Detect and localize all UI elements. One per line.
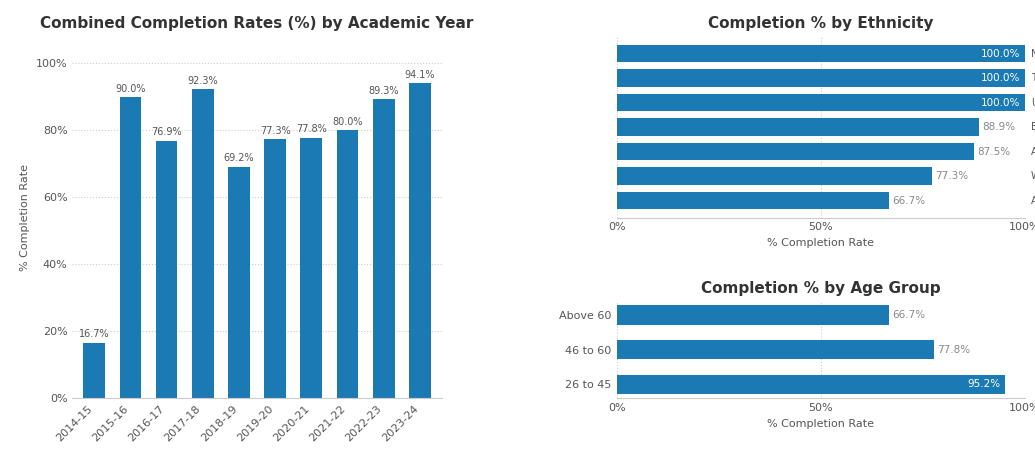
Text: 100.0%: 100.0% [981,73,1021,83]
Bar [336,131,358,398]
Bar [617,340,934,360]
Text: 77.3%: 77.3% [936,171,969,181]
Text: 69.2%: 69.2% [224,153,255,164]
Text: 95.2%: 95.2% [968,380,1001,389]
Text: 87.5%: 87.5% [977,147,1010,157]
Bar [617,118,979,136]
Bar [264,140,286,398]
Text: White: White [1031,171,1035,181]
Y-axis label: % Completion Rate: % Completion Rate [21,164,30,271]
Bar [617,305,889,325]
Text: 88.9%: 88.9% [982,122,1015,132]
Bar [155,141,177,398]
X-axis label: % Completion Rate: % Completion Rate [767,238,875,248]
Text: 77.3%: 77.3% [260,126,291,136]
Text: 92.3%: 92.3% [187,76,218,86]
Text: 77.8%: 77.8% [296,125,327,135]
Bar [617,45,1025,62]
Text: 77.8%: 77.8% [938,345,971,355]
Bar [617,375,1005,394]
Bar [617,143,974,160]
Text: 90.0%: 90.0% [115,84,146,93]
Title: Combined Completion Rates (%) by Academic Year: Combined Completion Rates (%) by Academi… [40,16,474,31]
Bar [83,343,105,398]
Text: 66.7%: 66.7% [892,310,925,320]
Text: 100.0%: 100.0% [981,49,1021,59]
Bar [617,167,932,185]
Text: Native Hawaiian or Other Pacific Islander: Native Hawaiian or Other Pacific Islande… [1031,49,1035,59]
Text: 89.3%: 89.3% [368,86,400,96]
Bar [119,97,141,398]
Text: 94.1%: 94.1% [405,70,435,80]
Title: Completion % by Ethnicity: Completion % by Ethnicity [708,16,934,31]
Text: Two or more races: Two or more races [1031,73,1035,83]
Text: Unknown: Unknown [1031,98,1035,108]
Text: American Indian or Alaska Native: American Indian or Alaska Native [1031,196,1035,206]
Bar [617,94,1025,111]
X-axis label: % Completion Rate: % Completion Rate [767,419,875,429]
Text: 76.9%: 76.9% [151,127,182,137]
Text: 16.7%: 16.7% [79,329,110,339]
Bar [373,99,394,398]
Title: Completion % by Age Group: Completion % by Age Group [701,281,941,296]
Text: 66.7%: 66.7% [892,196,925,206]
Bar [409,83,431,398]
Bar [300,138,322,398]
Text: 80.0%: 80.0% [332,117,363,127]
Text: Black or African American: Black or African American [1031,122,1035,132]
Text: 100.0%: 100.0% [981,98,1021,108]
Bar [228,167,249,398]
Bar [617,69,1025,87]
Text: Asian: Asian [1031,147,1035,157]
Bar [191,89,213,398]
Bar [617,192,889,209]
